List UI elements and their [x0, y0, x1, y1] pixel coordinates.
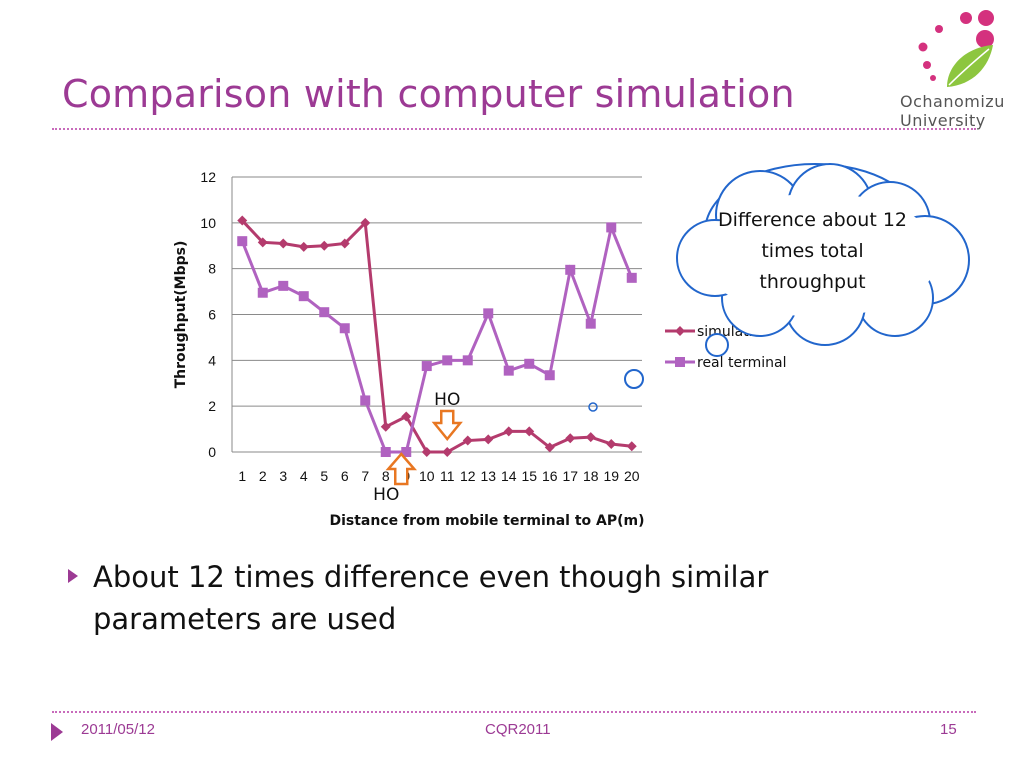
- ho-label: HO: [434, 390, 460, 410]
- footer-arrow-icon: [51, 723, 63, 741]
- data-point-simulation: [524, 426, 535, 437]
- data-point-simulation: [278, 238, 289, 249]
- data-point-simulation: [401, 411, 412, 422]
- y-tick-label: 6: [208, 307, 216, 323]
- data-point-real-terminal: [401, 447, 412, 457]
- x-tick-label: 4: [300, 468, 308, 484]
- x-tick-label: 8: [382, 468, 390, 484]
- footer-divider: [52, 711, 976, 713]
- series-line-2: [240, 222, 634, 454]
- data-point-simulation: [319, 240, 330, 251]
- y-tick-label: 4: [208, 352, 216, 368]
- data-point-simulation: [339, 238, 350, 249]
- data-point-real-terminal: [442, 355, 453, 366]
- data-point-simulation: [442, 447, 453, 457]
- series-line-1: [241, 219, 632, 454]
- callout-text: Difference about 12 times total throughp…: [717, 209, 908, 293]
- footer-page-number: 15: [940, 721, 957, 738]
- x-tick-label: 5: [320, 468, 328, 484]
- data-point-real-terminal: [257, 287, 268, 298]
- data-point-real-terminal: [339, 323, 350, 334]
- data-point-real-terminal: [380, 447, 391, 457]
- x-tick-label: 10: [419, 468, 435, 484]
- x-tick-label: 20: [624, 468, 640, 484]
- x-tick-label: 15: [521, 468, 537, 484]
- bullet-arrow-icon: [68, 569, 78, 583]
- y-axis-title: Throughput(Mbps): [173, 241, 189, 389]
- ho-arrow-up-icon: [385, 452, 417, 486]
- data-point-real-terminal: [544, 370, 555, 381]
- x-tick-label: 1: [238, 468, 246, 484]
- data-point-simulation: [503, 426, 514, 437]
- data-point-simulation: [626, 441, 637, 452]
- x-tick-label: 17: [562, 468, 578, 484]
- data-point-simulation: [544, 442, 555, 453]
- university-logo: [918, 10, 994, 87]
- slide-title: Comparison with computer simulation: [62, 72, 795, 116]
- throughput-chart: 0246810121234567891011121314151617181920…: [173, 169, 786, 529]
- legend-label: real terminal: [697, 355, 786, 371]
- data-point-simulation: [237, 215, 248, 226]
- data-point-real-terminal: [524, 358, 535, 369]
- data-point-simulation: [585, 432, 596, 443]
- data-point-simulation: [565, 433, 576, 444]
- data-point-real-terminal: [626, 272, 637, 283]
- data-point-real-terminal: [585, 318, 596, 329]
- x-tick-label: 3: [279, 468, 287, 484]
- legend-marker: [675, 326, 685, 336]
- y-tick-label: 12: [200, 169, 216, 185]
- x-tick-label: 12: [460, 468, 476, 484]
- footer-conference: CQR2011: [485, 721, 551, 738]
- data-point-real-terminal: [421, 361, 432, 372]
- data-point-simulation: [380, 421, 391, 432]
- x-tick-label: 7: [361, 468, 369, 484]
- data-point-real-terminal: [565, 264, 576, 275]
- data-point-real-terminal: [462, 355, 473, 366]
- data-point-simulation: [606, 438, 617, 449]
- legend-marker: [675, 357, 685, 367]
- y-tick-label: 0: [208, 444, 216, 460]
- x-tick-label: 13: [480, 468, 496, 484]
- footer-date: 2011/05/12: [81, 721, 155, 738]
- title-divider: [52, 128, 976, 130]
- data-point-real-terminal: [360, 395, 371, 406]
- marker-circle: [624, 369, 644, 389]
- y-tick-label: 10: [200, 215, 216, 231]
- y-tick-label: 2: [208, 398, 216, 414]
- data-point-simulation: [462, 435, 473, 446]
- x-tick-label: 19: [603, 468, 619, 484]
- marker-circle: [588, 402, 598, 412]
- data-point-real-terminal: [606, 222, 617, 233]
- data-point-simulation: [298, 241, 309, 252]
- data-point-real-terminal: [483, 308, 494, 319]
- data-point-real-terminal: [503, 365, 514, 376]
- ho-arrow-down-icon: [431, 409, 463, 441]
- data-point-real-terminal: [319, 307, 330, 318]
- x-tick-label: 6: [341, 468, 349, 484]
- data-point-simulation: [360, 217, 371, 228]
- x-tick-label: 2: [259, 468, 267, 484]
- bullet-text: About 12 times difference even though si…: [93, 560, 769, 636]
- y-tick-label: 8: [208, 261, 216, 277]
- logo-wordmark: Ochanomizu University: [900, 92, 1005, 130]
- data-point-simulation: [257, 237, 268, 248]
- x-tick-label: 18: [583, 468, 599, 484]
- x-tick-label: 14: [501, 468, 517, 484]
- data-point-real-terminal: [237, 236, 248, 247]
- callout-cloud: [676, 163, 970, 357]
- logo-line-2: University: [900, 111, 986, 130]
- x-tick-label: 11: [440, 468, 455, 484]
- data-point-simulation: [421, 447, 432, 457]
- data-point-real-terminal: [298, 291, 309, 302]
- data-point-simulation: [483, 434, 494, 445]
- data-point-real-terminal: [278, 280, 289, 291]
- x-axis-title: Distance from mobile terminal to AP(m): [329, 513, 644, 529]
- logo-line-1: Ochanomizu: [900, 92, 1005, 111]
- x-tick-label: 16: [542, 468, 558, 484]
- ho-label: HO: [373, 485, 399, 505]
